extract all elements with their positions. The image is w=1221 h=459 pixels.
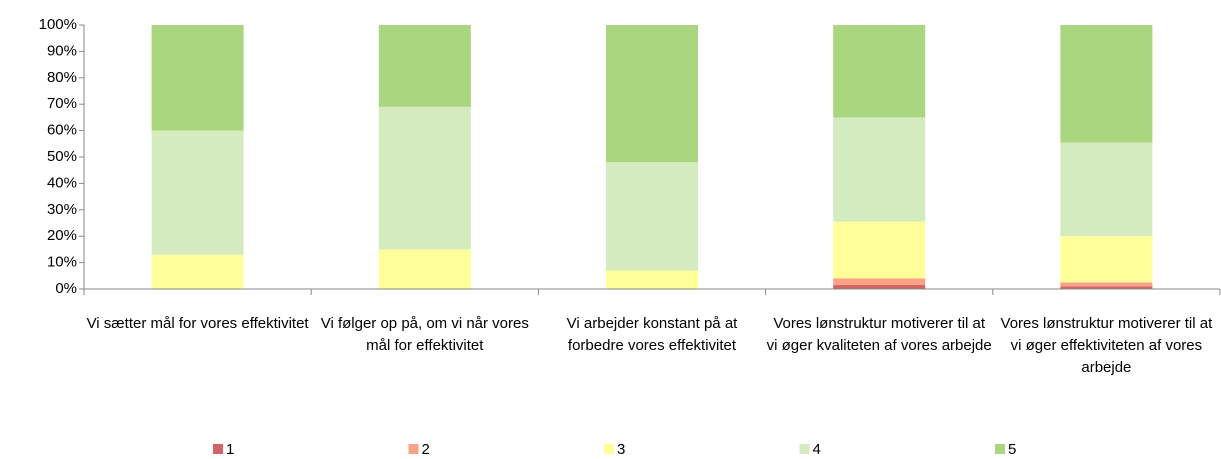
y-tick-label: 100% [39,16,77,33]
legend-label: 1 [226,441,234,458]
bar-segment [833,117,926,222]
legend-label: 5 [1008,441,1016,458]
bar-segment [151,130,244,255]
bar-segment [833,278,926,286]
bar-segment [151,25,244,131]
y-tick-label: 70% [47,95,77,112]
y-tick-label: 0% [55,280,77,297]
y-tick-label: 80% [47,69,77,86]
legend-swatch [213,444,223,454]
bar-segment [606,270,698,289]
bar-segment [606,162,698,271]
x-tick-label: Vi sætter mål for vores effektivitet [86,315,309,332]
legend-label: 2 [422,441,430,458]
x-tick-label: Vores lønstruktur motiverer til at vi øg… [766,315,992,354]
y-tick-label: 90% [47,42,77,59]
legend-swatch [995,444,1005,454]
x-tick-label: Vi følger op på, om vi når vores mål for… [320,315,529,354]
legend-swatch [408,444,419,454]
bar-segment [833,25,926,118]
x-tick-label: Vi arbejder konstant på at forbedre vore… [566,315,738,354]
bar-segment [1060,142,1153,237]
legend-label: 4 [813,441,821,458]
bar-segment [1060,282,1153,287]
bar-segment [1060,236,1153,283]
bar-segment [833,221,926,279]
legend-label: 3 [617,441,625,458]
y-tick-label: 40% [47,174,77,191]
legend-swatch [799,444,810,454]
y-tick-label: 10% [47,254,77,271]
x-tick-label: Vores lønstruktur motiverer til at vi øg… [1000,315,1213,376]
legend-swatch [604,444,614,454]
bar-segment [1060,25,1153,143]
y-tick-label: 50% [47,148,77,165]
bar-segment [1060,286,1153,289]
bar-segment [833,285,926,289]
bar-segment [378,25,471,107]
y-tick-label: 20% [47,227,77,244]
bar-segment [378,106,471,250]
bar-segment [151,254,244,289]
y-tick-label: 60% [47,122,77,139]
bar-segment [606,25,698,163]
y-tick-label: 30% [47,201,77,218]
bar-segment [378,249,471,289]
